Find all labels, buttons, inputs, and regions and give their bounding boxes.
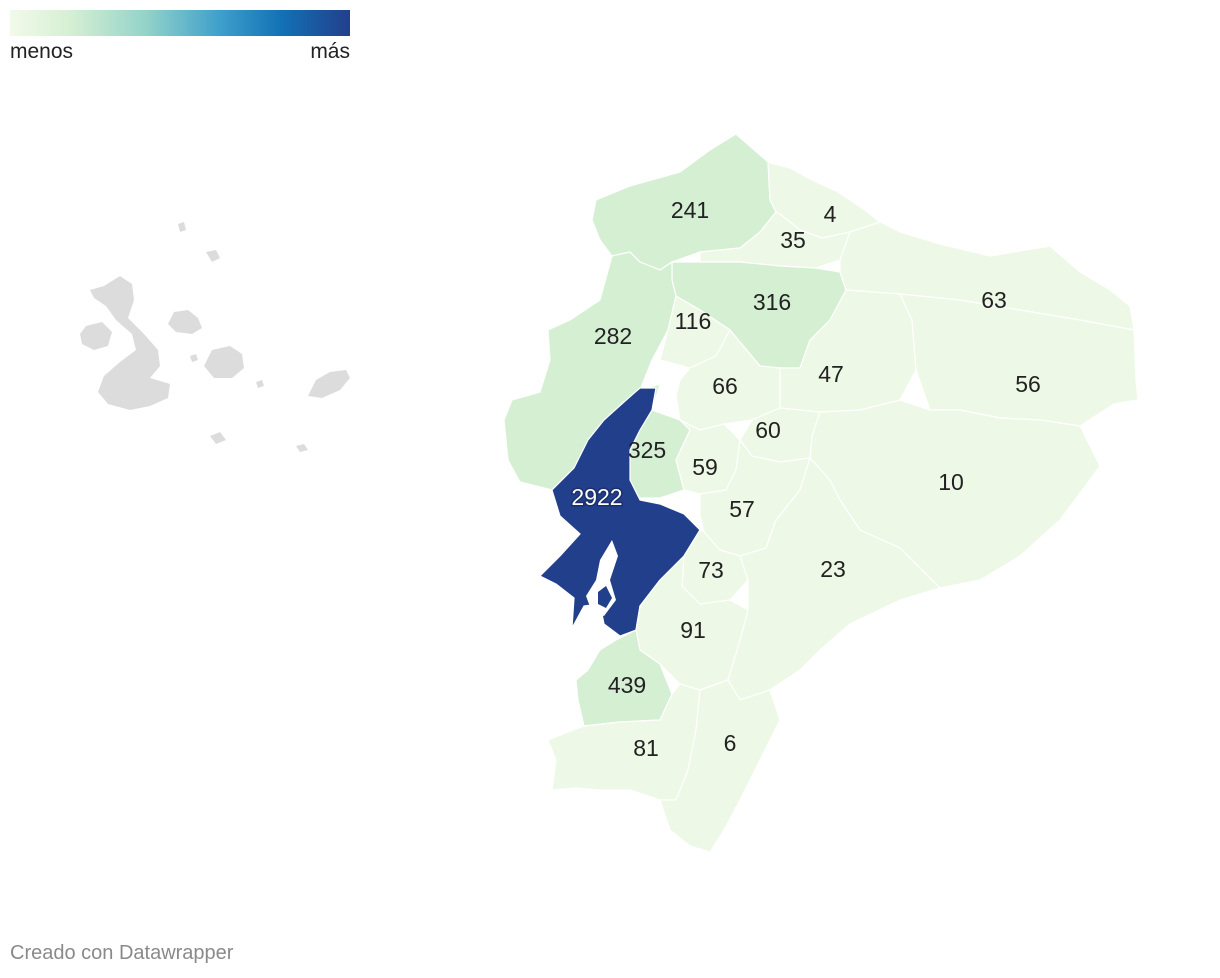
label-loja: 81	[633, 735, 659, 761]
island-marchena	[206, 250, 220, 262]
label-guayas: 2922	[571, 484, 622, 510]
legend-labels: menos más	[10, 36, 350, 64]
label-imbabura: 35	[780, 227, 806, 253]
label-tungurahua: 60	[755, 417, 781, 443]
value-labels: 241 4 35 316 63 282 116 66 47 56 60 325 …	[570, 197, 1041, 761]
island-pinta	[178, 222, 186, 232]
mainland-provinces	[503, 133, 1139, 853]
label-cotopaxi: 66	[712, 373, 738, 399]
region-manabi	[503, 251, 677, 491]
island-espanola	[296, 444, 308, 452]
island-santiago	[168, 310, 202, 334]
label-santo-domingo: 116	[675, 308, 712, 334]
label-azuay: 91	[680, 617, 706, 643]
island-san-cristobal	[308, 370, 350, 398]
legend-high-label: más	[310, 40, 350, 63]
label-sucumbios: 63	[981, 287, 1007, 313]
island-santa-fe	[256, 380, 264, 388]
label-canar: 73	[698, 557, 724, 583]
color-legend: menos más	[10, 10, 350, 64]
credit-footer: Creado con Datawrapper	[10, 942, 234, 964]
puna-island	[598, 586, 612, 608]
region-orellana	[899, 293, 1139, 427]
label-manabi: 282	[594, 323, 632, 349]
island-santa-cruz	[204, 346, 244, 378]
label-napo: 47	[818, 361, 844, 387]
island-baltra	[190, 354, 198, 362]
island-floreana	[210, 432, 226, 444]
galapagos-islands	[80, 222, 350, 452]
label-los-rios: 325	[628, 437, 666, 463]
label-bolivar: 59	[692, 454, 718, 480]
label-el-oro: 439	[608, 672, 646, 698]
label-chimborazo: 57	[729, 496, 755, 522]
region-zamora-chinchipe	[659, 679, 781, 853]
label-pastaza: 10	[938, 469, 964, 495]
label-carchi: 4	[824, 201, 837, 227]
region-imbabura	[699, 211, 851, 269]
label-zamora-chinchipe: 6	[724, 730, 737, 756]
label-pichincha: 316	[753, 289, 791, 315]
label-orellana: 56	[1015, 371, 1041, 397]
label-morona-santiago: 23	[820, 556, 846, 582]
region-guayas	[539, 387, 701, 637]
label-esmeraldas: 241	[671, 197, 709, 223]
island-isabela	[90, 276, 170, 410]
legend-low-label: menos	[10, 40, 74, 63]
legend-gradient-bar	[10, 10, 350, 36]
island-fernandina	[80, 322, 112, 350]
